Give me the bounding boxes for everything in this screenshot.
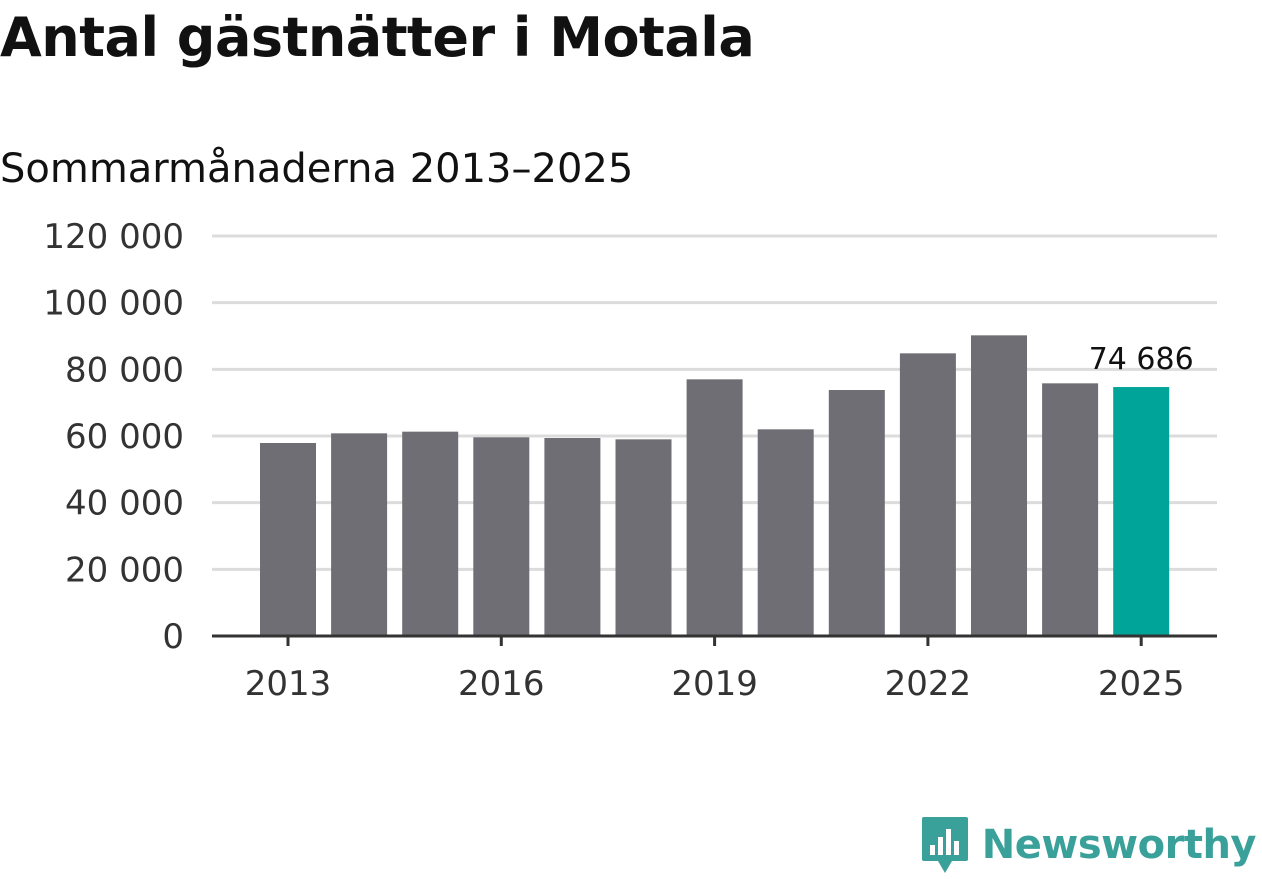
- y-tick-label: 60 000: [65, 417, 184, 457]
- x-tick-label: 2025: [1098, 664, 1185, 704]
- x-tick-label: 2016: [458, 664, 545, 704]
- x-tick-label: 2019: [671, 664, 758, 704]
- bar-chart-speech-bubble-icon: [921, 817, 968, 873]
- y-tick-label: 120 000: [43, 217, 184, 257]
- brand-name: Newsworthy: [981, 822, 1257, 868]
- y-tick-label: 80 000: [65, 350, 184, 390]
- x-tick-label: 2013: [245, 664, 332, 704]
- y-axis-ticks: 0 20 000 40 000 60 000 80 000 100 000 120 000: [43, 217, 184, 657]
- chart-title: Antal gästnätter i Motala: [0, 6, 755, 69]
- x-tick-label: 2022: [885, 664, 972, 704]
- bar-2018: [615, 439, 672, 636]
- bar-2016: [473, 437, 530, 636]
- data-labels: 74 686: [1089, 342, 1194, 377]
- bar-2022: [899, 353, 956, 636]
- y-tick-label: 40 000: [65, 484, 184, 524]
- brand-logo: Newsworthy: [920, 815, 1257, 875]
- bar-2014: [331, 433, 388, 636]
- bar-2017: [544, 438, 601, 636]
- bar-2020: [757, 429, 814, 636]
- bar-2013: [260, 443, 316, 636]
- y-tick-label: 100 000: [43, 284, 184, 324]
- x-axis-ticks: 2013 2016 2019 2022 2025: [245, 636, 1185, 704]
- bar-2021: [828, 390, 885, 636]
- bar-2019: [686, 379, 743, 636]
- bar-2024: [1042, 383, 1099, 636]
- y-tick-label: 0: [162, 617, 184, 657]
- bar-2025: [1113, 387, 1170, 636]
- bar-2023: [971, 335, 1027, 636]
- bar-2015: [402, 431, 459, 636]
- highlight-value-label: 74 686: [1089, 342, 1194, 377]
- chart-subtitle: Sommarmånaderna 2013–2025: [0, 146, 634, 192]
- bars: [260, 335, 1170, 636]
- y-tick-label: 20 000: [65, 550, 184, 590]
